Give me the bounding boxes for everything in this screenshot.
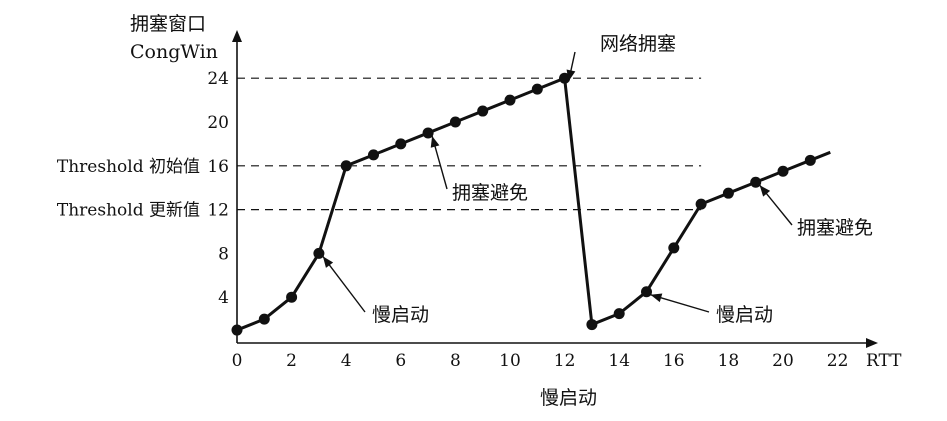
data-point [641, 286, 652, 298]
annotation-arrowhead [566, 69, 576, 82]
data-point [368, 149, 379, 161]
y-axis-title-line2: CongWin [130, 41, 218, 63]
data-point [695, 198, 707, 210]
x-tick-label: 18 [718, 351, 740, 371]
data-point [777, 165, 789, 177]
annotation-arrowhead [650, 293, 663, 303]
x-tick-label: 10 [499, 351, 521, 371]
threshold-labels-group: Threshold 初始值 Threshold 更新值 [57, 157, 200, 221]
annotation-arrowhead [759, 185, 771, 197]
annotation-label: 拥塞避免 [452, 182, 528, 204]
reference-lines-group [237, 77, 702, 211]
congestion-window-line [236, 76, 811, 332]
annotation-arrowhead [430, 135, 440, 148]
data-point [531, 83, 543, 95]
x-tick-label: 22 [827, 351, 849, 371]
y-axis-arrow [232, 30, 242, 42]
threshold-label: Threshold 初始值 [57, 157, 200, 177]
x-tick-labels-group: 0 2 4 6 8 10 12 14 16 18 20 22 [232, 351, 849, 371]
data-point [231, 324, 243, 336]
annotation-arrow [322, 255, 366, 313]
y-tick-label: 20 [207, 113, 229, 133]
data-points-group [231, 72, 816, 336]
data-point [504, 94, 516, 106]
data-point [477, 105, 489, 117]
annotation-label: 网络拥塞 [600, 33, 676, 55]
data-point [449, 116, 461, 128]
data-point [340, 160, 352, 172]
data-point [258, 313, 270, 325]
x-tick-label: 16 [663, 351, 685, 371]
threshold-label: Threshold 更新值 [57, 201, 200, 221]
y-tick-label: 16 [207, 157, 229, 177]
x-axis-title: RTT [866, 351, 902, 371]
data-point [804, 154, 816, 166]
x-tick-label: 2 [286, 351, 297, 371]
data-point [286, 291, 298, 303]
y-tick-labels-group: 4 8 12 16 20 24 [207, 69, 229, 308]
annotation-label: 慢启动 [716, 304, 773, 326]
x-tick-label: 4 [341, 351, 352, 371]
x-tick-label: 6 [395, 351, 406, 371]
data-point [586, 319, 598, 331]
y-tick-label: 12 [207, 201, 229, 221]
bottom-slow-start-label: 慢启动 [540, 387, 597, 409]
series-group [236, 76, 831, 332]
y-tick-label: 4 [218, 288, 229, 308]
annotation-label: 慢启动 [372, 304, 429, 326]
data-point [722, 187, 734, 199]
annotation-arrowhead [322, 256, 334, 268]
x-tick-label: 0 [232, 351, 243, 371]
data-point [313, 247, 325, 259]
x-tick-label: 14 [608, 351, 630, 371]
data-point [750, 176, 762, 188]
y-tick-label: 24 [207, 69, 229, 89]
x-tick-label: 12 [554, 351, 576, 371]
y-axis-title-line1: 拥塞窗口 [130, 13, 206, 35]
y-tick-label: 8 [218, 244, 229, 264]
data-point [395, 138, 407, 150]
x-axis-arrow [866, 338, 878, 348]
x-tick-label: 20 [772, 351, 794, 371]
data-point [422, 127, 434, 139]
data-point [613, 308, 625, 320]
data-point [559, 72, 571, 84]
annotation-label: 拥塞避免 [797, 217, 873, 239]
data-point [668, 242, 680, 254]
x-tick-label: 8 [450, 351, 461, 371]
